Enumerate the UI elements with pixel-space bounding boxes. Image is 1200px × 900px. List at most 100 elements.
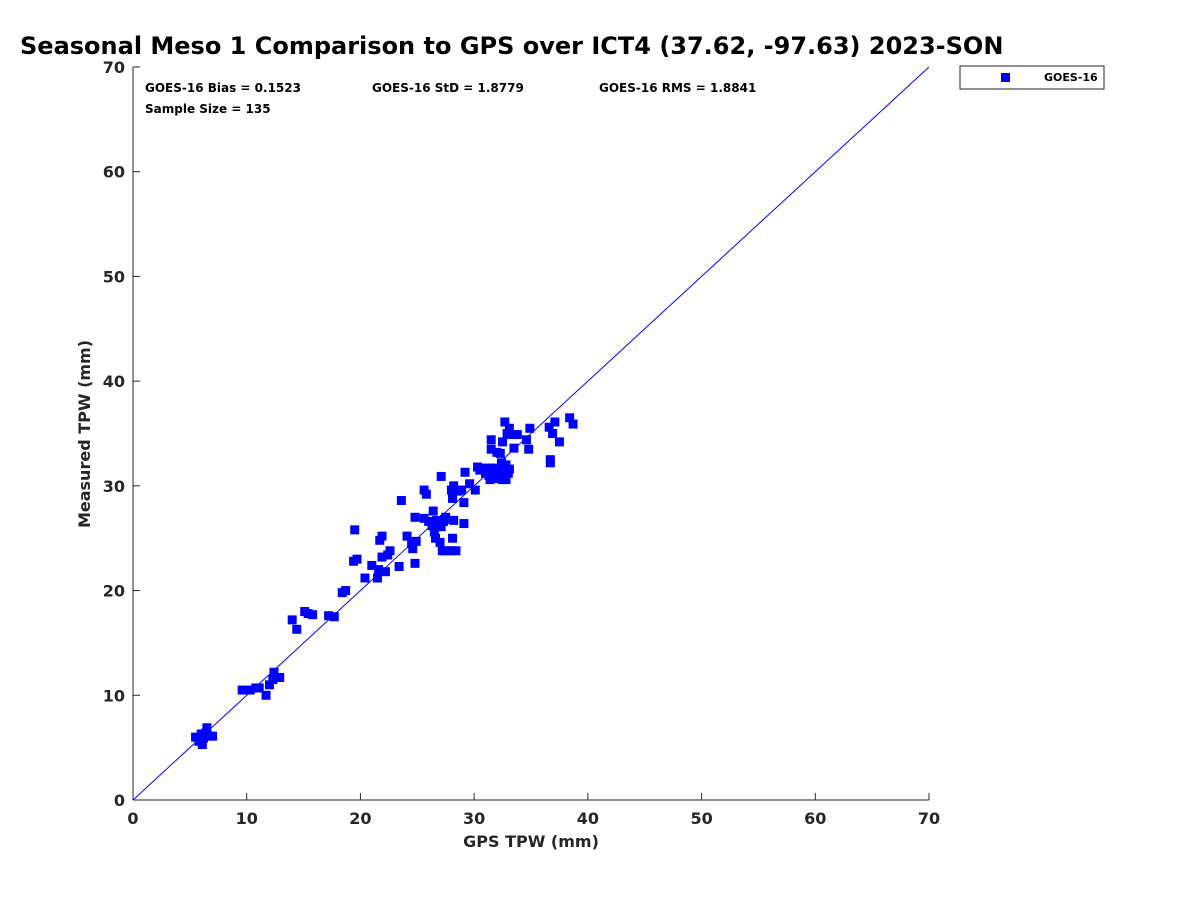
legend-box — [959, 65, 1105, 90]
scatter-point — [292, 624, 302, 634]
scatter-point — [408, 544, 418, 554]
scatter-point — [410, 558, 420, 568]
scatter-point — [429, 527, 439, 537]
scatter-point — [498, 437, 508, 447]
scatter-point — [548, 429, 558, 438]
scatter-point — [449, 515, 459, 525]
scatter-point — [396, 496, 406, 506]
x-tick-label: 30 — [463, 809, 485, 828]
std-annotation: GOES-16 StD = 1.8779 — [372, 81, 524, 95]
scatter-point — [372, 573, 382, 583]
scatter-point — [427, 521, 437, 531]
scatter-point — [496, 458, 506, 468]
x-tick-label: 20 — [349, 809, 371, 828]
scatter-point — [352, 554, 362, 564]
x-tick-label: 60 — [804, 809, 826, 828]
scatter-point — [377, 531, 387, 541]
scatter-point — [451, 546, 461, 556]
scatter-point — [436, 522, 446, 532]
scatter-point — [521, 435, 531, 445]
scatter-point — [428, 506, 438, 516]
y-tick-label: 60 — [103, 163, 125, 182]
scatter-point — [470, 485, 480, 495]
x-tick-label: 10 — [236, 809, 258, 828]
scatter-point — [460, 467, 470, 477]
scatter-point — [329, 612, 339, 622]
scatter-point — [402, 531, 412, 541]
x-tick-label: 40 — [577, 809, 599, 828]
scatter-point — [407, 538, 417, 548]
scatter-point — [303, 609, 313, 619]
scatter-point — [495, 448, 505, 458]
scatter-point — [421, 489, 431, 499]
bias-annotation: GOES-16 Bias = 0.1523 — [145, 81, 301, 95]
scatter-point — [512, 430, 522, 440]
scatter-point — [459, 498, 469, 508]
scatter-point — [482, 463, 492, 473]
y-tick-label: 50 — [103, 267, 125, 286]
scatter-point — [341, 586, 351, 596]
scatter-point — [568, 419, 578, 429]
rms-annotation: GOES-16 RMS = 1.8841 — [599, 81, 756, 95]
scatter-point — [202, 723, 212, 733]
scatter-point — [275, 672, 285, 682]
scatter-point — [199, 733, 209, 743]
scatter-point — [287, 615, 297, 625]
scatter-point — [509, 443, 519, 453]
scatter-point — [437, 546, 447, 556]
scatter-point — [550, 417, 560, 427]
scatter-point — [504, 464, 514, 474]
scatter-point — [554, 437, 564, 447]
scatter-point — [237, 685, 247, 695]
y-axis-label: Measured TPW (mm) — [75, 340, 94, 528]
scatter-point — [449, 481, 459, 491]
scatter-point — [208, 731, 218, 741]
scatter-point — [360, 573, 370, 583]
x-tick-label: 50 — [690, 809, 712, 828]
scatter-point — [264, 680, 274, 690]
scatter-point — [545, 455, 555, 465]
scatter-point — [524, 444, 534, 454]
scatter-point — [500, 417, 510, 427]
scatter-point — [269, 667, 279, 677]
scatter-point — [436, 471, 446, 481]
y-tick-label: 40 — [103, 372, 125, 391]
scatter-point — [459, 519, 469, 529]
scatter-point — [486, 435, 496, 445]
scatter-point — [197, 740, 207, 750]
scatter-point — [410, 512, 420, 522]
scatter-point — [350, 525, 360, 535]
scatter-point — [245, 685, 255, 695]
scatter-point — [268, 675, 278, 685]
scatter-point — [504, 423, 514, 433]
scatter-point — [324, 611, 334, 621]
scatter-point — [394, 561, 404, 571]
x-axis-label: GPS TPW (mm) — [463, 832, 599, 851]
one-to-one-reference-line — [132, 66, 930, 801]
scatter-point — [411, 536, 421, 546]
axes — [132, 67, 929, 801]
axis-ticks: 0 10 20 30 40 50 60 70 0 10 20 30 40 50 60 70 — [103, 58, 940, 828]
y-tick-label: 20 — [103, 582, 125, 601]
scatter-point — [446, 546, 456, 556]
scatter-point — [442, 546, 452, 556]
scatter-point — [525, 423, 535, 433]
scatter-point — [457, 485, 467, 495]
scatter-point — [448, 533, 458, 543]
scatter-point — [565, 413, 575, 423]
y-tick-label: 0 — [114, 791, 125, 810]
scatter-point — [507, 430, 517, 440]
scatter-point — [448, 493, 458, 503]
scatter-point — [488, 474, 498, 484]
scatter-point — [494, 465, 504, 475]
data-points — [191, 413, 578, 750]
legend: GOES-16 — [959, 65, 1105, 90]
y-tick-label: 70 — [103, 58, 125, 77]
scatter-point — [261, 690, 271, 700]
scatter-point — [254, 683, 264, 693]
x-tick-label: 70 — [918, 809, 940, 828]
legend-label-goes16: GOES-16 — [1044, 71, 1098, 84]
scatter-point — [377, 552, 387, 562]
scatter-point — [435, 537, 445, 547]
